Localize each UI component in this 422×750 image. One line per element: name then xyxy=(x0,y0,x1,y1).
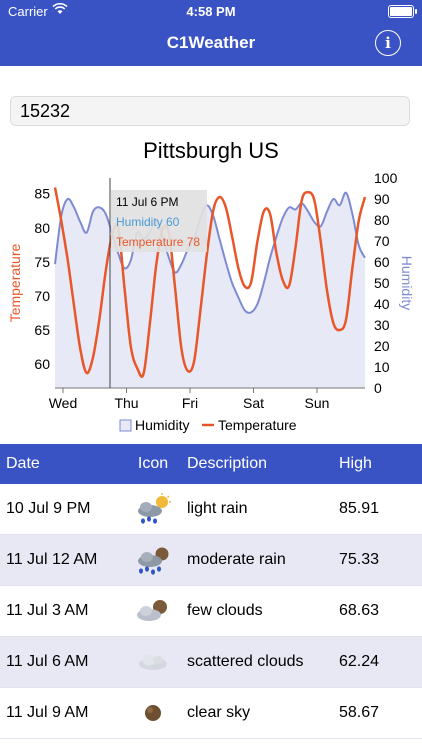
y-left-tick-label: 70 xyxy=(34,288,50,304)
chart-title: Pittsburgh US xyxy=(143,138,279,163)
tooltip-box xyxy=(111,190,207,252)
tooltip-humidity: Humidity 60 xyxy=(116,215,180,229)
nav-bar: Carrier 4:58 PM C1Weather i xyxy=(0,0,422,66)
y-left-axis-label: Temperature xyxy=(7,243,23,322)
header-date[interactable]: Date xyxy=(6,455,40,472)
row-description: scattered clouds xyxy=(187,653,304,670)
header-icon[interactable]: Icon xyxy=(137,455,169,472)
table-row[interactable]: 11 Jul 3 AM few clouds 68.63 xyxy=(0,586,422,637)
row-high: 68.63 xyxy=(339,602,380,619)
header-high[interactable]: High xyxy=(339,455,372,472)
wifi-icon xyxy=(52,2,68,18)
y-left-tick-label: 65 xyxy=(34,322,50,338)
y-right-tick-label: 0 xyxy=(374,380,382,396)
humidity-area xyxy=(55,192,365,388)
y-right-tick-label: 60 xyxy=(374,254,390,270)
tooltip-temperature: Temperature 78 xyxy=(116,235,200,249)
row-high: 75.33 xyxy=(339,551,380,568)
row-date: 11 Jul 9 AM xyxy=(6,704,89,721)
y-right-tick-label: 50 xyxy=(374,275,390,291)
table-row[interactable]: 11 Jul 12 AM moderate rain 75.33 xyxy=(0,535,422,586)
y-left-tick-label: 80 xyxy=(34,220,50,236)
legend-humidity-label: Humidity xyxy=(135,417,189,433)
humidity-series-line xyxy=(54,191,366,314)
info-button[interactable]: i xyxy=(375,30,401,56)
row-date: 11 Jul 12 AM xyxy=(6,551,98,568)
y-right-axis-label: Humidity xyxy=(399,256,415,310)
table-row[interactable]: 10 Jul 9 PM light rain 85.91 xyxy=(0,484,422,535)
y-right-tick-label: 20 xyxy=(374,338,390,354)
clear-sky-icon xyxy=(128,688,178,738)
y-right-tick-label: 90 xyxy=(374,191,390,207)
table-row[interactable]: 11 Jul 9 AM clear sky 58.67 xyxy=(0,688,422,739)
row-description: clear sky xyxy=(187,704,251,721)
zip-code-input[interactable] xyxy=(10,96,410,126)
y-right-tick-label: 70 xyxy=(374,233,390,249)
temperature-series-line xyxy=(53,187,367,378)
tooltip-time: 11 Jul 6 PM xyxy=(116,195,178,209)
y-left-tick-label: 75 xyxy=(34,254,50,270)
y-right-tick-label: 40 xyxy=(374,296,390,312)
x-tick-label: Fri xyxy=(182,395,198,411)
row-date: 11 Jul 6 AM xyxy=(6,653,89,670)
page-title: C1Weather xyxy=(166,33,256,52)
y-right-tick-label: 10 xyxy=(374,359,390,375)
battery-icon xyxy=(388,5,417,18)
header-description[interactable]: Description xyxy=(187,455,268,472)
y-left-tick-label: 60 xyxy=(34,356,50,372)
y-right-tick-label: 30 xyxy=(374,317,390,333)
row-description: few clouds xyxy=(187,602,263,619)
carrier-label: Carrier xyxy=(8,4,48,19)
light-rain-icon xyxy=(128,484,178,534)
status-bar: Carrier 4:58 PM xyxy=(0,0,422,22)
x-tick-label: Sun xyxy=(305,395,330,411)
few-clouds-icon xyxy=(128,586,178,636)
x-tick-label: Sat xyxy=(243,395,264,411)
legend-temperature-label: Temperature xyxy=(218,417,297,433)
moderate-rain-icon xyxy=(128,535,178,585)
row-description: light rain xyxy=(187,500,248,517)
x-tick-label: Thu xyxy=(114,395,138,411)
info-icon: i xyxy=(385,34,391,52)
row-high: 85.91 xyxy=(339,500,380,517)
row-date: 11 Jul 3 AM xyxy=(6,602,89,619)
scattered-clouds-icon xyxy=(128,637,178,687)
legend-humidity-swatch xyxy=(119,419,132,432)
weather-chart[interactable]: Pittsburgh US Wed Thu Fri Sat Sun 60 65 70 75 80 85… xyxy=(0,134,422,439)
table-row[interactable]: 11 Jul 6 AM scattered clouds 62.24 xyxy=(0,637,422,688)
row-date: 10 Jul 9 PM xyxy=(6,500,91,517)
row-high: 58.67 xyxy=(339,704,380,721)
x-tick-label: Wed xyxy=(49,395,78,411)
clock-label: 4:58 PM xyxy=(186,4,236,19)
row-high: 62.24 xyxy=(339,653,380,670)
y-left-tick-label: 85 xyxy=(34,186,50,202)
table-header: Date Icon Description High xyxy=(0,444,422,484)
forecast-table: Date Icon Description High 10 Jul 9 PM l… xyxy=(0,444,422,739)
row-description: moderate rain xyxy=(187,551,286,568)
y-right-tick-label: 100 xyxy=(374,170,398,186)
y-right-tick-label: 80 xyxy=(374,212,390,228)
